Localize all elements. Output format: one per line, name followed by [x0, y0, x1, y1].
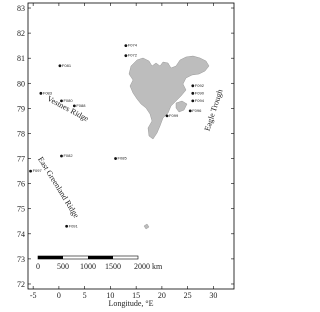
y-tick-label: 79	[17, 104, 25, 113]
station-label: F082	[63, 153, 73, 158]
station	[29, 169, 32, 173]
x-tick-label: 25	[184, 291, 192, 300]
station	[114, 157, 117, 160]
station	[191, 91, 195, 95]
y-tick-label: 72	[17, 280, 25, 289]
station	[191, 84, 195, 88]
station	[165, 114, 169, 118]
station-label: F091	[69, 223, 79, 228]
island	[175, 100, 188, 113]
station-label: F092	[195, 83, 205, 88]
x-tick-label: -5	[30, 291, 37, 300]
svalbard-land	[128, 55, 210, 140]
scale-bar	[37, 255, 139, 260]
scale-label: 500	[57, 262, 69, 271]
x-tick-label: 10	[106, 291, 114, 300]
station	[60, 99, 63, 103]
station-label: F090	[195, 90, 205, 95]
station-label: F072	[128, 53, 138, 58]
station	[58, 64, 62, 68]
x-tick-label: 20	[158, 291, 166, 300]
station-label: F074	[128, 43, 138, 48]
station-label: F097	[33, 168, 43, 173]
station-label: F088	[76, 103, 86, 108]
station-label: F080	[63, 98, 73, 103]
station-label: F096	[192, 108, 202, 113]
x-axis-label: Longitude, °E	[109, 299, 154, 308]
y-tick-label: 75	[17, 205, 25, 214]
annotation: Eagle Trough	[203, 88, 225, 132]
station-label: F094	[195, 98, 205, 103]
station	[124, 44, 128, 48]
y-tick-label: 82	[17, 29, 25, 38]
y-tick-label: 80	[17, 79, 25, 88]
scale-label: 1000	[80, 262, 96, 271]
scale-label: 0	[36, 262, 40, 271]
station-label: F085	[118, 156, 128, 161]
frame	[27, 2, 235, 290]
station-label: F081	[62, 63, 72, 68]
station	[72, 104, 76, 108]
x-tick-label: 15	[132, 291, 140, 300]
x-tick-label: 30	[209, 291, 217, 300]
station	[191, 99, 195, 103]
y-tick-label: 78	[17, 129, 25, 138]
station-label: F083	[43, 90, 53, 95]
y-tick-label: 81	[17, 54, 25, 63]
station	[188, 109, 192, 113]
station-label: F099	[169, 113, 179, 118]
map: Longitude, °E -5 0 5 10 15 20 25 30 72 73 74 75 76 77…	[17, 2, 235, 308]
station	[60, 154, 63, 158]
scale-label: 2000 km	[134, 262, 163, 271]
station	[39, 91, 43, 95]
station	[65, 224, 69, 228]
annotation: East Greenland Ridge	[36, 155, 81, 220]
x-tick-label: 5	[83, 291, 87, 300]
scale-label: 1500	[105, 262, 121, 271]
y-tick-label: 74	[17, 230, 25, 239]
y-tick-label: 83	[17, 4, 25, 13]
y-tick-label: 73	[17, 255, 25, 264]
station	[124, 54, 128, 58]
island	[143, 223, 150, 230]
y-tick-label: 77	[17, 155, 25, 164]
y-tick-label: 76	[17, 180, 25, 189]
x-tick-label: 0	[57, 291, 61, 300]
